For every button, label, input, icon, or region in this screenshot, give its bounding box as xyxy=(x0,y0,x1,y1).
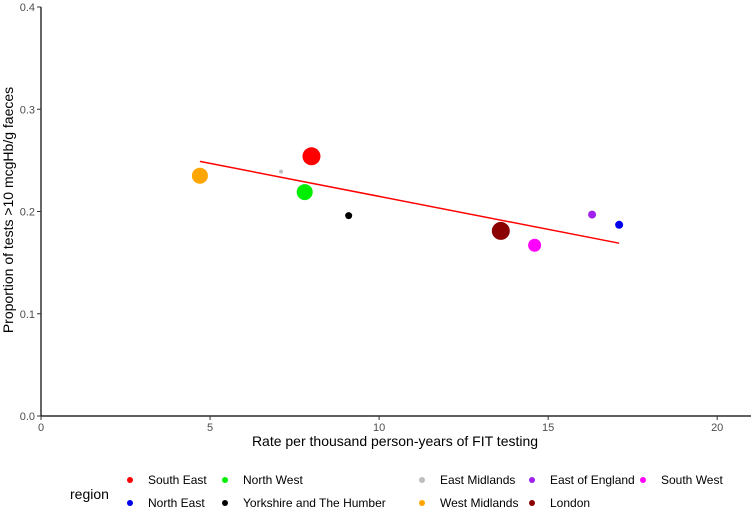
x-tick-label: 20 xyxy=(711,422,723,434)
point-yorkshire-and-the-humber xyxy=(345,212,353,220)
plot-area: 0 5 10 15 20 0.0 0.1 0.2 0.3 0.4 xyxy=(20,2,751,434)
y-tick-label: 0.0 xyxy=(20,411,35,423)
legend: region South East North West East Midlands… xyxy=(70,473,723,510)
legend-label-east-midlands: East Midlands xyxy=(440,473,515,487)
point-north-east xyxy=(615,220,624,229)
x-tick-label: 0 xyxy=(38,422,44,434)
point-west-midlands xyxy=(191,167,208,184)
legend-label-north-east: North East xyxy=(148,496,205,510)
y-axis-title: Proportion of tests >10 mcgHb/g faeces xyxy=(0,87,16,333)
y-tick-label: 0.2 xyxy=(20,207,35,219)
legend-label-north-west: North West xyxy=(243,473,303,487)
point-north-west xyxy=(296,184,313,201)
legend-key-south-west xyxy=(640,477,646,483)
legend-key-east-of-england xyxy=(529,477,535,483)
legend-key-london xyxy=(529,500,535,506)
y-tick-label: 0.1 xyxy=(20,309,35,321)
x-axis-title: Rate per thousand person-years of FIT te… xyxy=(252,433,538,449)
point-london xyxy=(491,221,510,240)
y-tick-label: 0.3 xyxy=(20,104,35,116)
x-tick-label: 5 xyxy=(207,422,213,434)
legend-key-north-west xyxy=(222,477,228,483)
legend-label-yorkshire-and-the-humber: Yorkshire and The Humber xyxy=(243,496,386,510)
legend-label-london: London xyxy=(550,496,590,510)
legend-label-south-east: South East xyxy=(148,473,207,487)
trend-line xyxy=(199,160,620,244)
legend-label-west-midlands: West Midlands xyxy=(440,496,518,510)
point-south-east xyxy=(302,147,321,166)
point-east-midlands xyxy=(279,169,284,174)
point-east-of-england xyxy=(588,210,597,219)
legend-title: region xyxy=(70,486,109,502)
legend-label-south-west: South West xyxy=(661,473,723,487)
legend-key-north-east xyxy=(127,500,133,506)
x-tick-label: 15 xyxy=(542,422,554,434)
y-tick-label: 0.4 xyxy=(20,2,35,14)
legend-key-west-midlands xyxy=(419,500,425,506)
legend-label-east-of-england: East of England xyxy=(550,473,635,487)
point-south-west xyxy=(528,238,542,252)
x-tick-label: 10 xyxy=(373,422,385,434)
legend-key-east-midlands xyxy=(419,477,425,483)
legend-key-yorkshire-and-the-humber xyxy=(222,500,228,506)
legend-key-south-east xyxy=(127,477,133,483)
